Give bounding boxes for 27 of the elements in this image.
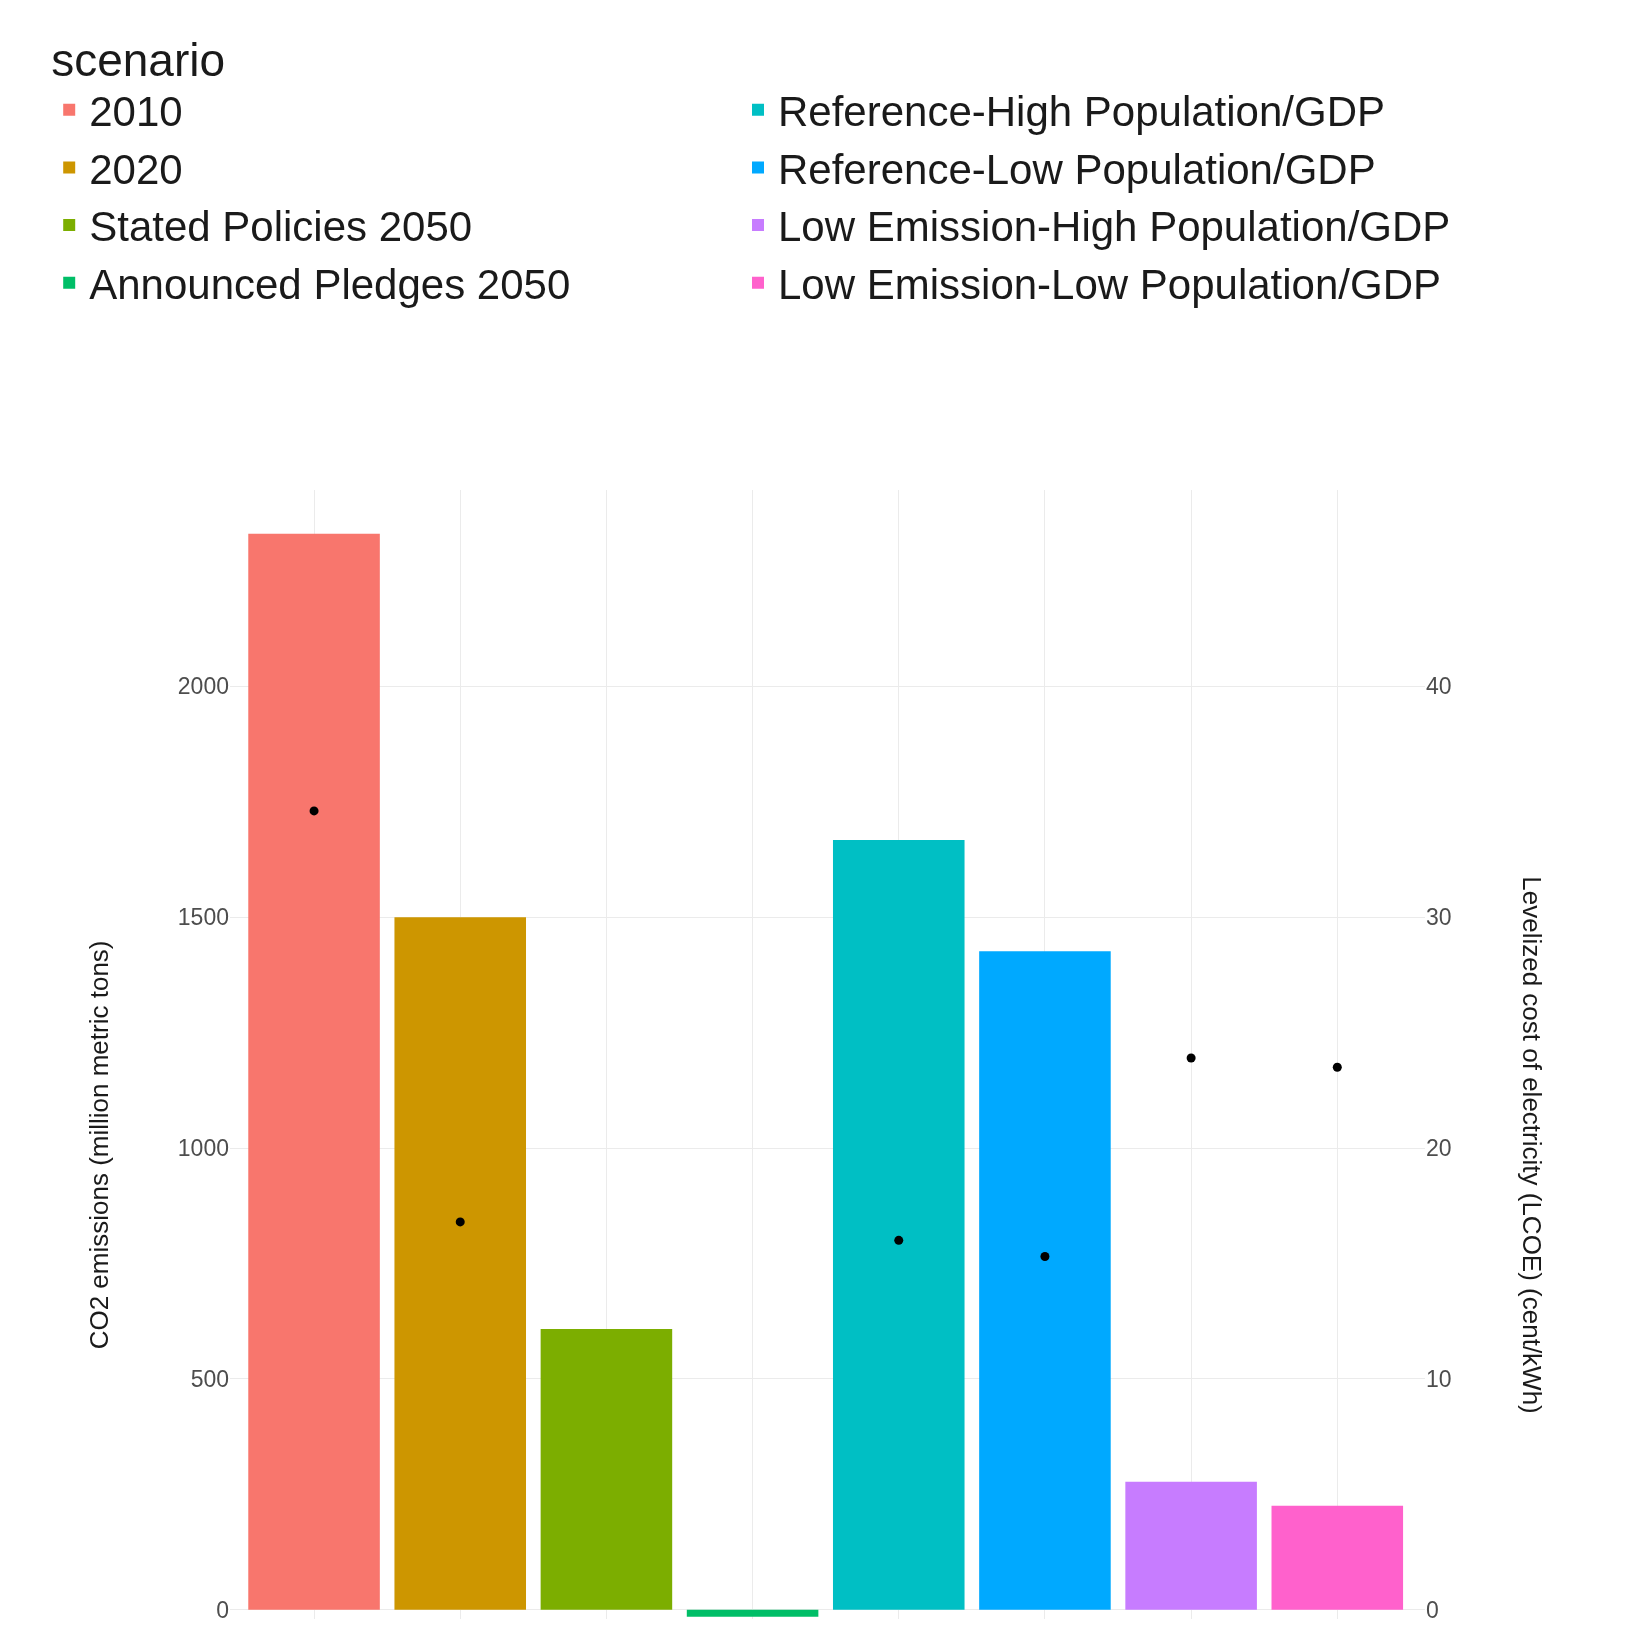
y-axis-title: CO2 emissions (million metric tons) — [83, 940, 114, 1350]
y2-tick-label: 20 — [1426, 1135, 1452, 1162]
point — [1332, 1062, 1342, 1072]
point — [894, 1235, 904, 1245]
legend-label: 2020 — [89, 145, 183, 193]
point — [1040, 1252, 1050, 1262]
y2-tick-label: 10 — [1426, 1365, 1452, 1392]
point — [309, 806, 319, 816]
point — [1186, 1053, 1196, 1063]
y2-axis-title: Levelized cost of electricity (LCOE) (cent/kWh) — [1517, 876, 1548, 1414]
legend-label: Low Emission-High Population/GDP — [778, 203, 1451, 251]
y-tick-label: 2000 — [177, 673, 229, 700]
legend-label: Reference-High Population/GDP — [778, 88, 1385, 136]
y2-tick-label: 0 — [1426, 1596, 1439, 1623]
legend-label: Low Emission-Low Population/GDP — [778, 261, 1441, 309]
y-tick-label: 1000 — [177, 1135, 229, 1162]
legend-label: Reference-Low Population/GDP — [778, 145, 1376, 193]
legend-label: Stated Policies 2050 — [89, 203, 473, 251]
y-tick-label: 1500 — [177, 904, 229, 931]
y2-tick-label: 40 — [1426, 673, 1452, 700]
y-tick-label: 0 — [216, 1596, 229, 1623]
legend-label: 2010 — [89, 88, 183, 136]
legend-label: Announced Pledges 2050 — [89, 261, 571, 309]
y2-tick-label: 30 — [1426, 904, 1452, 931]
y-tick-label: 500 — [190, 1365, 229, 1392]
legend-title: scenario — [51, 34, 226, 87]
point — [455, 1217, 465, 1227]
